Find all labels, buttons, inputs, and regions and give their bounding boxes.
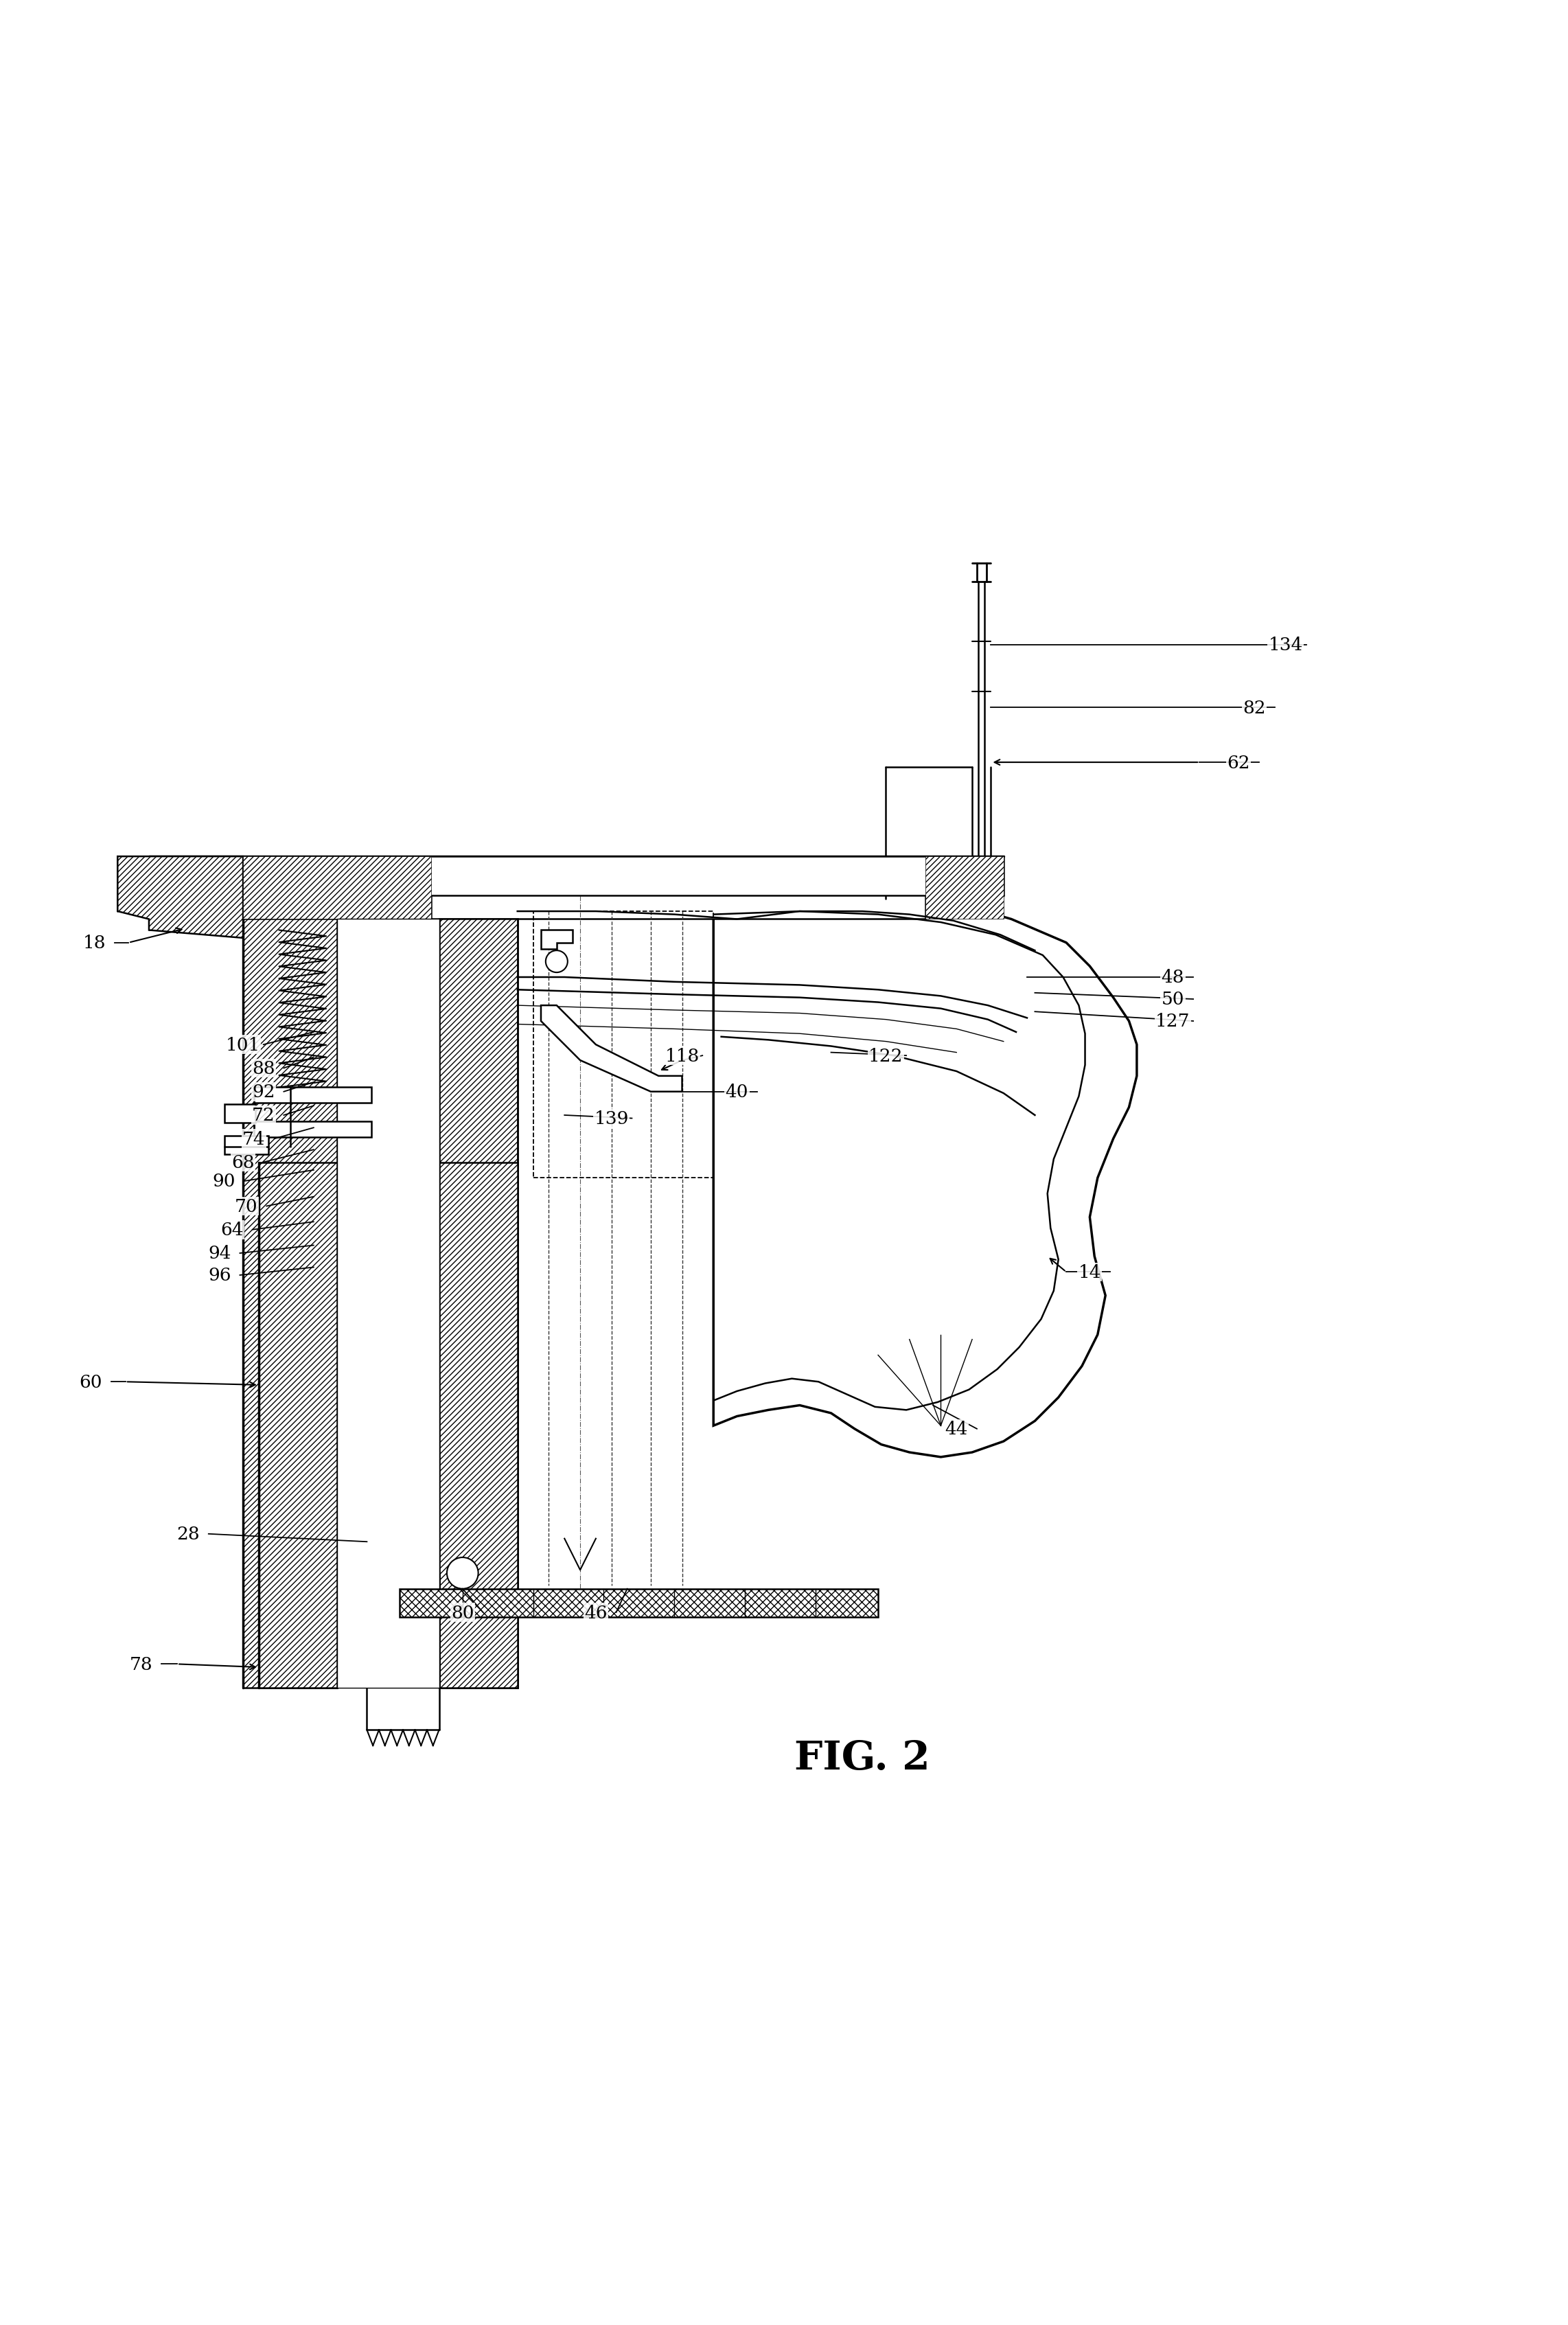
Text: 46: 46 xyxy=(585,1604,607,1621)
Text: 122: 122 xyxy=(869,1046,903,1065)
Text: 80: 80 xyxy=(452,1604,474,1621)
Text: 28: 28 xyxy=(177,1525,199,1544)
Circle shape xyxy=(546,951,568,972)
Polygon shape xyxy=(243,858,1004,895)
Polygon shape xyxy=(337,918,439,1688)
Text: 127: 127 xyxy=(1156,1014,1190,1030)
Bar xyxy=(254,1121,372,1137)
Text: 134: 134 xyxy=(1269,637,1303,653)
Text: 92: 92 xyxy=(252,1083,274,1100)
Text: FIG. 2: FIG. 2 xyxy=(795,1739,930,1779)
Text: 40: 40 xyxy=(726,1083,748,1100)
Text: 60: 60 xyxy=(80,1374,102,1390)
Circle shape xyxy=(447,1558,478,1588)
Polygon shape xyxy=(925,858,1004,918)
Polygon shape xyxy=(118,858,243,939)
Text: 72: 72 xyxy=(252,1107,274,1123)
Text: 44: 44 xyxy=(946,1421,967,1437)
Text: 118: 118 xyxy=(665,1046,699,1065)
Text: 82: 82 xyxy=(1243,700,1265,716)
Polygon shape xyxy=(243,918,337,1688)
Text: 68: 68 xyxy=(232,1153,254,1172)
Text: 139: 139 xyxy=(594,1109,629,1128)
Text: 88: 88 xyxy=(252,1060,274,1076)
Text: 94: 94 xyxy=(209,1244,230,1262)
Text: 96: 96 xyxy=(209,1267,230,1283)
Bar xyxy=(254,1088,372,1102)
Polygon shape xyxy=(439,918,517,1688)
Polygon shape xyxy=(400,1588,878,1618)
Bar xyxy=(224,1104,256,1123)
Text: 70: 70 xyxy=(235,1197,257,1216)
Bar xyxy=(533,911,713,1179)
Polygon shape xyxy=(541,930,572,949)
Polygon shape xyxy=(431,858,925,918)
Text: 62: 62 xyxy=(1228,753,1250,772)
Polygon shape xyxy=(259,1162,337,1688)
Bar xyxy=(224,1137,268,1156)
Text: 64: 64 xyxy=(221,1221,243,1239)
Polygon shape xyxy=(713,893,1137,1458)
Text: 74: 74 xyxy=(243,1130,265,1149)
Text: 14: 14 xyxy=(1079,1265,1101,1281)
Text: 18: 18 xyxy=(83,935,105,951)
Text: 48: 48 xyxy=(1162,970,1184,986)
Text: 101: 101 xyxy=(226,1037,260,1053)
Text: 78: 78 xyxy=(130,1655,152,1672)
Polygon shape xyxy=(541,1007,682,1093)
Polygon shape xyxy=(243,858,431,918)
Text: 90: 90 xyxy=(213,1172,235,1190)
Text: 50: 50 xyxy=(1162,990,1184,1009)
Polygon shape xyxy=(439,1162,517,1688)
